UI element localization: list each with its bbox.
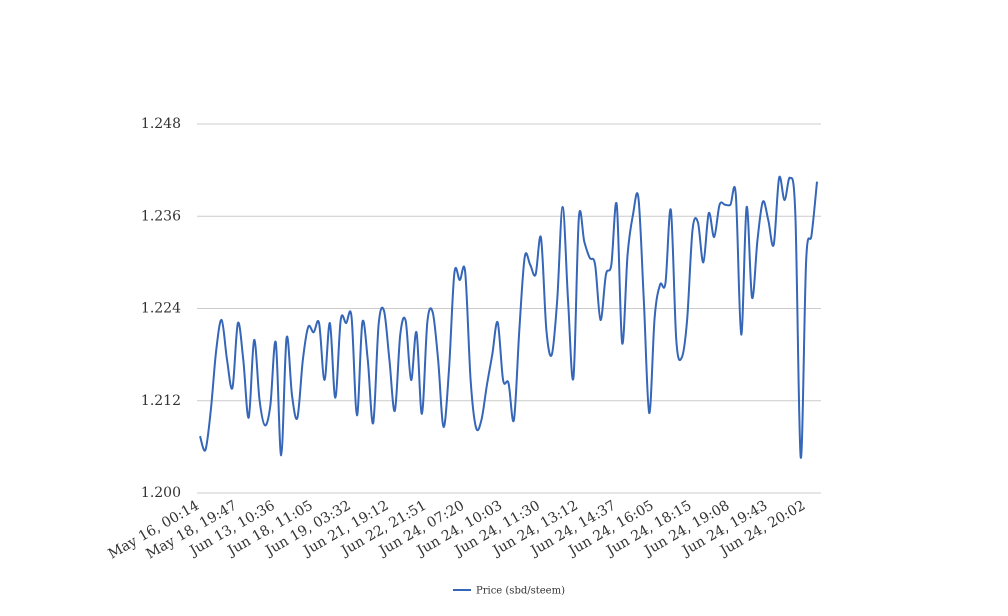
legend-label: Price (sbd/steem) (476, 586, 565, 597)
y-tick-label: 1.200 (141, 485, 181, 501)
y-tick-label: 1.212 (141, 393, 181, 409)
y-tick-label: 1.248 (141, 116, 181, 132)
y-tick-label: 1.224 (141, 301, 181, 317)
y-tick-label: 1.236 (141, 208, 181, 224)
line (199, 175, 818, 459)
